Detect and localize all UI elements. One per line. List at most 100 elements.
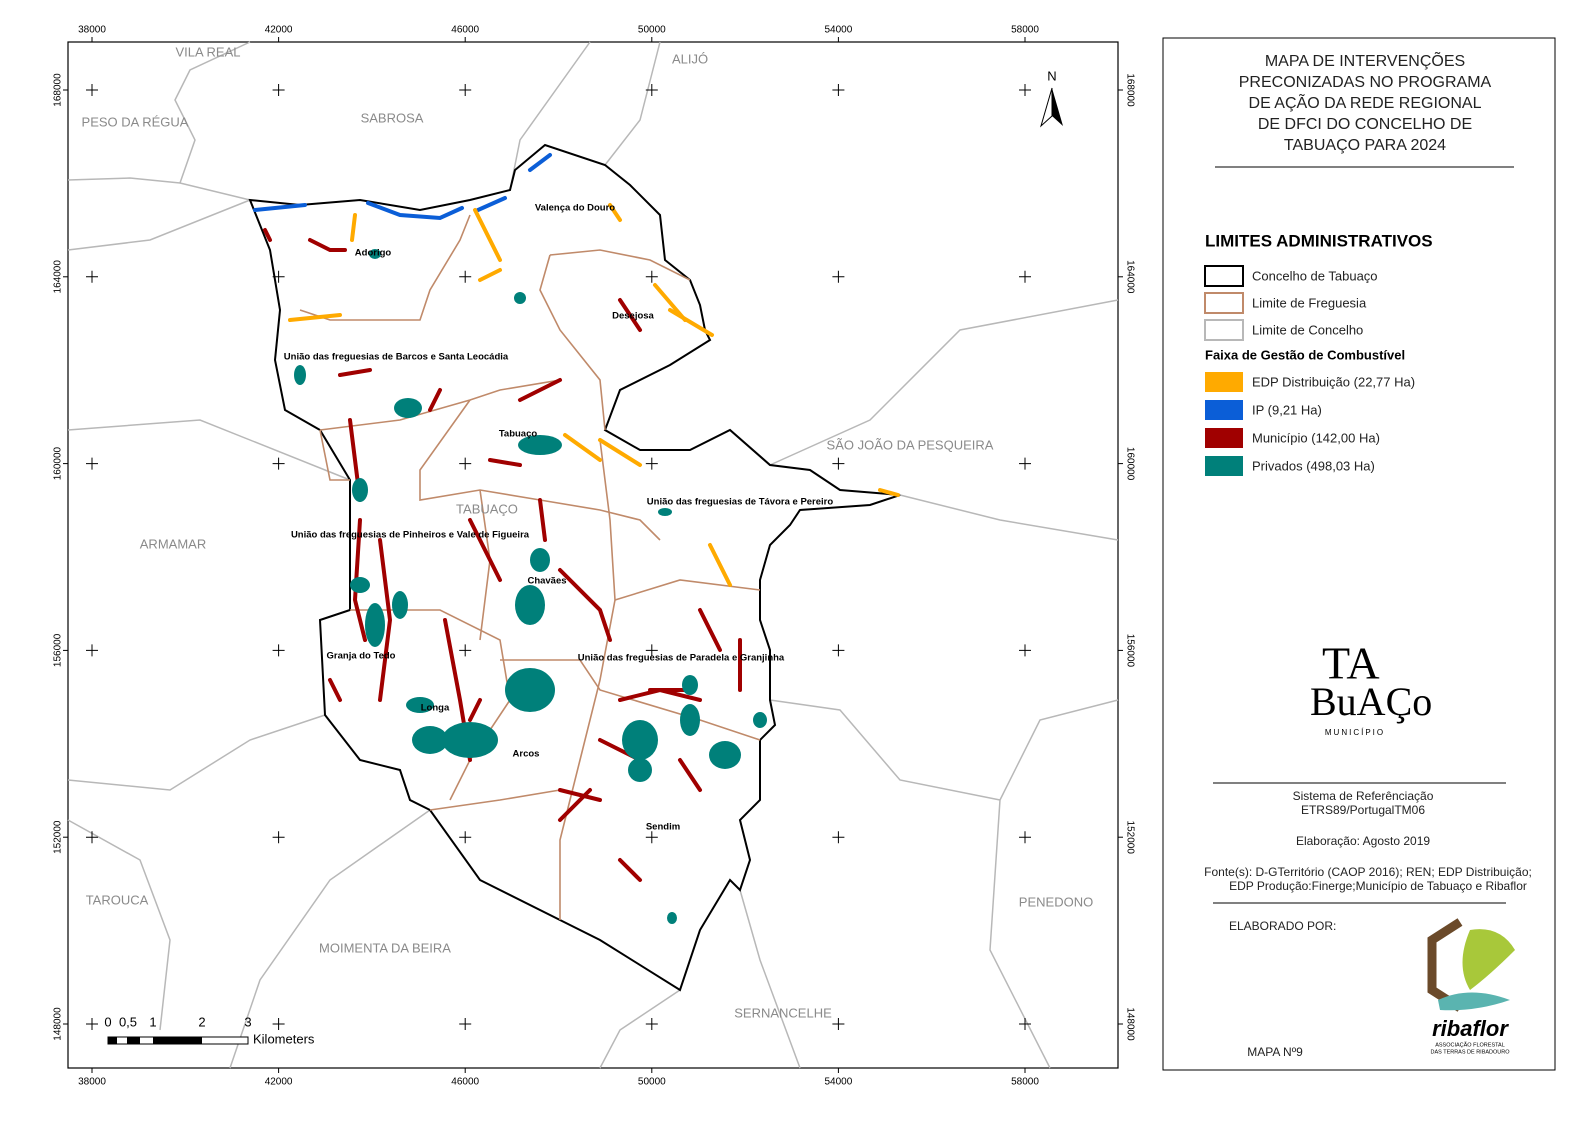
freguesia-limit bbox=[350, 609, 511, 801]
neighbour-label: SÃO JOÃO DA PESQUEIRA bbox=[827, 437, 994, 452]
concelho-limit bbox=[769, 299, 1119, 466]
fuel-area bbox=[667, 912, 677, 924]
concelho-limit bbox=[67, 177, 251, 201]
parish-label: Desejosa bbox=[612, 311, 654, 322]
freguesia-limit bbox=[559, 439, 616, 920]
parish-label: Tabuaço bbox=[499, 429, 538, 440]
fuel-strip bbox=[558, 568, 612, 642]
scale-label: 0,5 bbox=[119, 1014, 137, 1029]
x-tick-label: 42000 bbox=[265, 25, 293, 36]
y-tick-label: 156000 bbox=[53, 633, 64, 667]
x-tick-label: 38000 bbox=[78, 25, 106, 36]
legend-swatch bbox=[1205, 456, 1243, 476]
grid-cross bbox=[459, 1018, 472, 1030]
concelho-limit bbox=[67, 819, 171, 1031]
north-arrow: N bbox=[1040, 68, 1063, 128]
legend: Concelho de Tabuaço Limite de Freguesia Li… bbox=[1204, 265, 1415, 476]
grid-cross bbox=[645, 831, 658, 844]
fuel-strip bbox=[668, 308, 714, 337]
concelho-limit bbox=[67, 419, 351, 481]
panel-title: MAPA DE INTERVENÇÕES bbox=[1265, 50, 1465, 70]
legend-swatch bbox=[1205, 400, 1243, 420]
fuel-area bbox=[442, 722, 498, 758]
legend-label: Limite de Concelho bbox=[1252, 322, 1363, 337]
legend-label: IP (9,21 Ha) bbox=[1252, 402, 1322, 417]
concelho-limit bbox=[769, 699, 1001, 801]
fuel-strip bbox=[708, 543, 732, 587]
x-tick-label: 42000 bbox=[265, 1077, 293, 1088]
reference-text: ETRS89/PortugalTM06 bbox=[1301, 803, 1425, 817]
grid-cross bbox=[645, 1018, 658, 1030]
grid-cross bbox=[832, 84, 845, 96]
fuel-strip bbox=[350, 213, 357, 242]
grid-cross bbox=[272, 831, 285, 844]
grid-cross bbox=[272, 270, 285, 283]
fuel-strip bbox=[468, 698, 482, 722]
neighbour-label: MOIMENTA DA BEIRA bbox=[319, 940, 451, 955]
fuel-strip bbox=[468, 518, 502, 582]
parish-label: Granja do Tedo bbox=[327, 651, 396, 662]
parish-label: União das freguesias de Paradela e Granj… bbox=[578, 653, 785, 664]
fuel-strip bbox=[253, 203, 307, 212]
panel-title: DE AÇÃO DA REDE REGIONAL bbox=[1249, 92, 1482, 112]
concelho-limit bbox=[229, 809, 431, 1069]
panel-title: DE DFCI DO CONCELHO DE bbox=[1258, 116, 1472, 133]
panel-title: PRECONIZADAS NO PROGRAMA bbox=[1239, 74, 1492, 91]
fuel-area bbox=[505, 668, 555, 712]
grid-cross bbox=[645, 84, 658, 96]
concelho-limit bbox=[604, 41, 661, 166]
grid-cross bbox=[86, 831, 98, 844]
neighbour-label: SERNANCELHE bbox=[734, 1005, 832, 1020]
freguesia-limit bbox=[539, 254, 606, 431]
legend-label: Município (142,00 Ha) bbox=[1252, 430, 1380, 445]
scale-unit: Kilometers bbox=[253, 1031, 315, 1046]
grid-cross bbox=[645, 644, 658, 657]
grid-cross bbox=[86, 84, 98, 96]
ribaflor-text: ribaflor bbox=[1432, 1016, 1509, 1041]
fuel-area bbox=[628, 758, 652, 782]
legend-swatch bbox=[1204, 265, 1244, 287]
grid-cross bbox=[86, 457, 98, 470]
fuel-area bbox=[369, 249, 381, 259]
x-tick-label: 50000 bbox=[638, 1077, 666, 1088]
fuel-strip bbox=[618, 298, 642, 332]
fuel-area bbox=[294, 365, 306, 385]
parish-label: Longa bbox=[421, 703, 450, 714]
fuel-strip bbox=[698, 608, 722, 652]
logo-text: BuAÇo bbox=[1310, 679, 1432, 724]
legend-section-title: Faixa de Gestão de Combustível bbox=[1205, 347, 1405, 362]
y-tick-label: 156000 bbox=[1124, 634, 1135, 668]
x-tick-label: 54000 bbox=[824, 1077, 852, 1088]
fuel-area bbox=[352, 478, 368, 502]
map-number: MAPA Nº9 bbox=[1247, 1045, 1303, 1059]
grid-cross bbox=[1019, 831, 1031, 844]
side-panel: MAPA DE INTERVENÇÕES PRECONIZADAS NO PRO… bbox=[1162, 37, 1556, 1071]
reference-text: Sistema de Referênciação bbox=[1293, 789, 1434, 803]
grid-cross bbox=[832, 270, 845, 283]
scale-label: 3 bbox=[244, 1014, 251, 1029]
grid-cross bbox=[272, 644, 285, 657]
fuel-strip bbox=[518, 378, 562, 402]
neighbour-label: TAROUCA bbox=[86, 892, 149, 907]
fuel-area bbox=[622, 720, 658, 760]
fuel-strip bbox=[288, 313, 342, 322]
parish-label: Sendim bbox=[646, 822, 680, 833]
fuel-strip bbox=[558, 788, 592, 822]
scale-bar-segment bbox=[127, 1037, 140, 1044]
legend-swatch bbox=[1205, 428, 1243, 448]
fuel-area bbox=[658, 508, 672, 516]
fuel-strip bbox=[366, 201, 464, 221]
concelho-limit bbox=[599, 989, 681, 1069]
concelho-limit bbox=[899, 494, 1119, 541]
fuel-area bbox=[406, 697, 434, 713]
fuel-strip bbox=[378, 538, 393, 702]
map-ticks: 38000 38000 42000 42000 46000 46000 50000 50000… bbox=[53, 25, 1136, 1088]
concelho-limit bbox=[739, 889, 801, 1069]
fuel-strip bbox=[678, 758, 702, 792]
ribaflor-mark bbox=[1438, 992, 1510, 1011]
legend-section-title: LIMITES ADMINISTRATIVOS bbox=[1205, 231, 1433, 250]
fuel-strip bbox=[352, 518, 367, 642]
grid-cross bbox=[1019, 1018, 1031, 1030]
fuel-strip bbox=[476, 196, 507, 212]
y-tick-label: 164000 bbox=[1124, 260, 1135, 294]
